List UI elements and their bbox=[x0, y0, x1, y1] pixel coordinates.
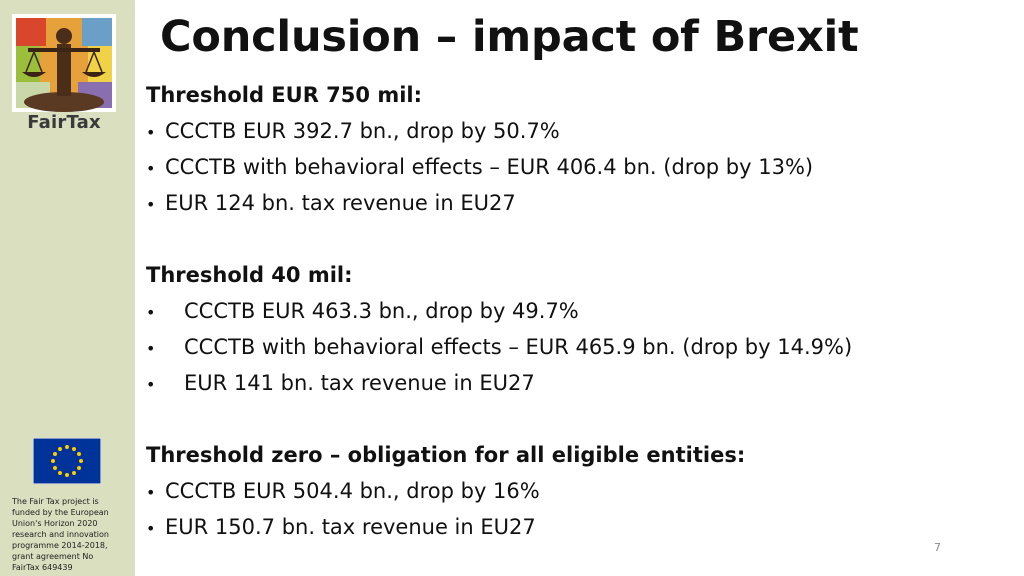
bullet-text: EUR 124 bn. tax revenue in EU27 bbox=[165, 191, 516, 215]
slide-content: Threshold EUR 750 mil: • CCCTB EUR 392.7… bbox=[146, 80, 1006, 548]
bullet-item: • CCCTB EUR 504.4 bn., drop by 16% bbox=[146, 476, 1006, 512]
bullet-item: • EUR 141 bn. tax revenue in EU27 bbox=[146, 368, 1006, 404]
fairtax-logo: FairTax bbox=[12, 14, 116, 134]
section-heading: Threshold EUR 750 mil: bbox=[146, 83, 422, 107]
bullet-glyph: • bbox=[146, 519, 156, 538]
bullet-glyph: • bbox=[146, 339, 156, 358]
funding-line: research and innovation bbox=[12, 530, 109, 539]
bullet-item: • CCCTB with behavioral effects – EUR 40… bbox=[146, 152, 1006, 188]
section-heading: Threshold 40 mil: bbox=[146, 263, 353, 287]
spacer bbox=[146, 224, 1006, 260]
spacer bbox=[146, 404, 1006, 440]
bullet-text: EUR 150.7 bn. tax revenue in EU27 bbox=[165, 515, 536, 539]
eu-flag bbox=[32, 437, 102, 485]
bullet-item: • CCCTB EUR 392.7 bn., drop by 50.7% bbox=[146, 116, 1006, 152]
bullet-item: • CCCTB EUR 463.3 bn., drop by 49.7% bbox=[146, 296, 1006, 332]
funding-note: The Fair Tax project is funded by the Eu… bbox=[12, 496, 130, 573]
bullet-text: CCCTB EUR 392.7 bn., drop by 50.7% bbox=[165, 119, 560, 143]
funding-line: FairTax 649439 bbox=[12, 563, 73, 572]
funding-line: grant agreement No bbox=[12, 552, 94, 561]
bullet-glyph: • bbox=[146, 375, 156, 394]
funding-line: Union's Horizon 2020 bbox=[12, 519, 98, 528]
funding-line: funded by the European bbox=[12, 508, 109, 517]
slide-title: Conclusion – impact of Brexit bbox=[160, 12, 859, 62]
sidebar: FairTax The Fair Tax project is funded bbox=[0, 0, 135, 576]
bullet-glyph: • bbox=[146, 159, 156, 178]
page-number: 7 bbox=[934, 541, 941, 554]
bullet-text: EUR 141 bn. tax revenue in EU27 bbox=[184, 371, 535, 395]
section-heading: Threshold zero – obligation for all elig… bbox=[146, 443, 746, 467]
bullet-item: • EUR 124 bn. tax revenue in EU27 bbox=[146, 188, 1006, 224]
bullet-item: • CCCTB with behavioral effects – EUR 46… bbox=[146, 332, 1006, 368]
scales-of-justice-icon bbox=[12, 14, 116, 112]
bullet-glyph: • bbox=[146, 303, 156, 322]
funding-line: programme 2014-2018, bbox=[12, 541, 108, 550]
bullet-glyph: • bbox=[146, 483, 156, 502]
bullet-glyph: • bbox=[146, 195, 156, 214]
bullet-text: CCCTB with behavioral effects – EUR 465.… bbox=[184, 335, 853, 359]
bullet-glyph: • bbox=[146, 123, 156, 142]
eu-flag-icon bbox=[32, 437, 102, 485]
bullet-text: CCCTB with behavioral effects – EUR 406.… bbox=[165, 155, 814, 179]
logo-text: FairTax bbox=[27, 112, 101, 133]
bullet-text: CCCTB EUR 504.4 bn., drop by 16% bbox=[165, 479, 540, 503]
bullet-text: CCCTB EUR 463.3 bn., drop by 49.7% bbox=[184, 299, 579, 323]
funding-line: The Fair Tax project is bbox=[12, 497, 99, 506]
bullet-item: • EUR 150.7 bn. tax revenue in EU27 bbox=[146, 512, 1006, 548]
